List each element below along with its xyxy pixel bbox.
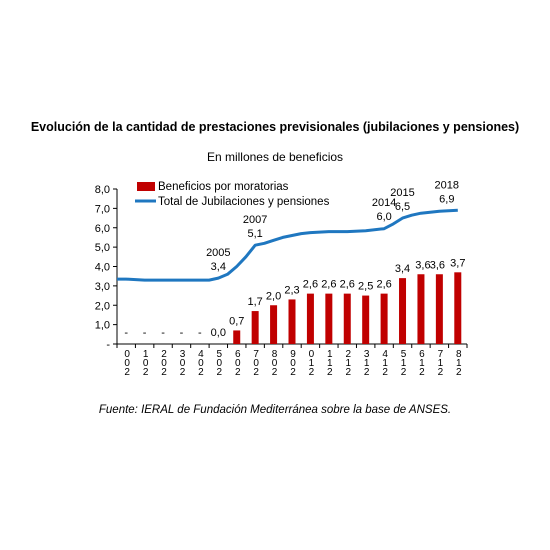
line-year-label: 2007 — [243, 214, 267, 226]
y-tick-label: - — [106, 339, 110, 351]
bar-data-label: 2,6 — [303, 279, 318, 291]
line-year-label: 2014 — [372, 197, 396, 209]
bar-data-label: 3,6 — [430, 259, 445, 271]
bar-data-label: 2,0 — [266, 290, 281, 302]
bar-series — [233, 272, 462, 344]
bar — [270, 305, 278, 344]
bar — [306, 293, 314, 344]
line-value-label: 5,1 — [248, 228, 263, 240]
bar-data-label: 2,5 — [358, 281, 373, 293]
data-labels: - - - - -0,00,71,7 2,0 2,3 2,6 2,6 2,6 2,5 2,63,4 3,… — [124, 179, 465, 339]
y-tick-label: 2,0 — [95, 300, 110, 312]
bar — [288, 299, 296, 344]
axes: - 1,0 2,0 3,0 4,0 5,0 6,0 7,0 8,0 0 0 2 1 0 2 2 0 2 3 0 2 4 0 2… — [95, 184, 468, 378]
chart-title: Evolución de la cantidad de prestaciones… — [30, 120, 520, 134]
bar — [362, 295, 370, 344]
legend-swatch-moratorias — [137, 182, 155, 191]
bar-data-label: 3,7 — [450, 257, 465, 269]
bar-data-label: 2,6 — [340, 279, 355, 291]
y-tick-label: 6,0 — [95, 223, 110, 235]
chart-subtitle: En millones de beneficios — [206, 150, 344, 164]
legend-label-total: Total de Jubilaciones y pensiones — [158, 196, 330, 208]
bar-data-label: - — [180, 327, 184, 339]
bar — [343, 293, 351, 344]
bar — [417, 274, 425, 344]
bar-data-label: 2,6 — [321, 279, 336, 291]
source-note: Fuente: IERAL de Fundación Mediterránea … — [98, 404, 452, 416]
bar — [325, 293, 333, 344]
bar-data-label: 0,7 — [229, 315, 244, 327]
bar — [233, 330, 241, 344]
bar — [435, 274, 443, 344]
bar-data-label: - — [198, 327, 202, 339]
bar — [399, 278, 407, 344]
total-line — [117, 208, 458, 282]
y-tick-label: 8,0 — [95, 184, 110, 196]
y-tick-label: 1,0 — [95, 320, 110, 332]
bar-data-label: 2,3 — [284, 284, 299, 296]
bar-data-label: 2,6 — [376, 279, 391, 291]
bar-data-label: - — [143, 327, 147, 339]
line-year-label: 2015 — [390, 187, 414, 199]
y-tick-label: 7,0 — [95, 203, 110, 215]
bar — [454, 272, 462, 344]
line-value-label: 6,5 — [395, 201, 410, 213]
bar-data-label: 3,6 — [415, 259, 430, 271]
legend: Beneficios por moratorias Total de Jubil… — [135, 181, 330, 208]
y-tick-label: 5,0 — [95, 242, 110, 254]
bar-data-label: 0,0 — [211, 327, 226, 339]
line-year-label: 2005 — [206, 247, 230, 259]
legend-label-moratorias: Beneficios por moratorias — [158, 181, 289, 193]
bar-data-label: - — [124, 327, 128, 339]
bar-data-label: - — [161, 327, 165, 339]
line-value-label: 3,4 — [211, 261, 226, 273]
line-value-label: 6,0 — [376, 211, 391, 223]
line-series — [117, 208, 458, 282]
bar — [380, 293, 388, 344]
y-tick-label: 4,0 — [95, 262, 110, 274]
bar — [251, 311, 259, 344]
bar-data-label: 3,4 — [395, 263, 410, 275]
bar-data-label: 1,7 — [248, 296, 263, 308]
line-value-label: 6,9 — [439, 193, 454, 205]
line-year-label: 2018 — [435, 179, 459, 191]
y-tick-label: 3,0 — [95, 281, 110, 293]
